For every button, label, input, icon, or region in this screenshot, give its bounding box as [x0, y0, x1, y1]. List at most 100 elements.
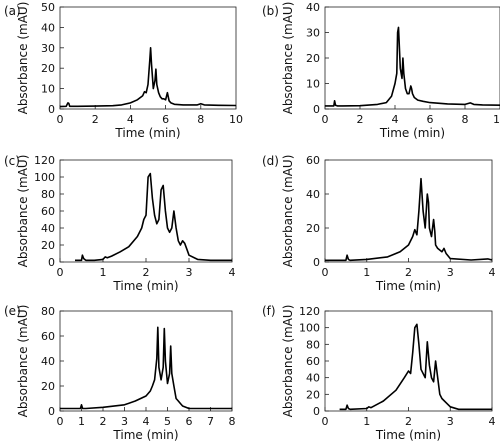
chromatogram-trace	[325, 26, 500, 107]
y-tick-label: 30	[306, 27, 320, 40]
y-tick-label: 60	[41, 330, 55, 343]
y-axis-label: Absorbance (mAU)	[281, 2, 295, 115]
x-tick-label: 3	[121, 415, 128, 428]
chromatogram-trace	[59, 46, 237, 108]
x-tick-label: 4	[143, 415, 150, 428]
y-tick-label: 20	[41, 62, 55, 75]
plot-frame	[324, 310, 493, 412]
y-tick-label: 60	[306, 355, 320, 368]
x-tick-label: 0	[322, 113, 329, 126]
x-tick-label: 2	[100, 415, 107, 428]
y-tick-label: 40	[41, 222, 55, 235]
y-tick-label: 50	[41, 1, 55, 14]
x-tick-label: 2	[143, 266, 150, 279]
x-tick-label: 3	[447, 266, 454, 279]
x-tick-label: 3	[447, 415, 454, 428]
chromatogram-trace	[75, 172, 232, 262]
y-tick-label: 80	[41, 305, 55, 318]
x-tick-label: 2	[405, 415, 412, 428]
x-axis-label: Time (min)	[114, 126, 180, 140]
x-tick-label: 0	[322, 266, 329, 279]
x-tick-label: 0	[57, 113, 64, 126]
y-axis-label: Absorbance (mAU)	[281, 305, 295, 418]
x-axis-label: Time (min)	[375, 279, 441, 293]
x-axis-label: Time (min)	[112, 279, 178, 293]
x-tick-label: 0	[322, 415, 329, 428]
y-tick-label: 80	[306, 338, 320, 351]
y-tick-label: 40	[306, 1, 320, 14]
x-axis-label: Time (min)	[375, 428, 441, 442]
x-axis-label: Time (min)	[379, 126, 445, 140]
chromatogram-trace	[60, 326, 232, 410]
y-tick-label: 40	[306, 372, 320, 385]
chart-panel: (a) 0 2 4 6 8 10 0 10 20 30 40 50 Time (min) Absorbanc…	[4, 1, 243, 140]
x-tick-label: 6	[162, 113, 169, 126]
y-axis-label: Absorbance (mAU)	[16, 305, 30, 418]
x-tick-label: 5	[164, 415, 171, 428]
x-tick-label: 10	[493, 113, 500, 126]
x-tick-label: 4	[392, 113, 399, 126]
y-tick-label: 120	[299, 305, 320, 318]
y-tick-label: 20	[41, 380, 55, 393]
x-tick-label: 4	[489, 415, 496, 428]
y-tick-label: 20	[41, 239, 55, 252]
y-tick-label: 100	[34, 171, 55, 184]
panel-label: (c)	[4, 154, 20, 168]
y-tick-label: 0	[48, 103, 55, 116]
chromatogram-trace	[339, 323, 492, 411]
y-tick-label: 20	[306, 388, 320, 401]
y-tick-label: 60	[306, 154, 320, 167]
panel-label: (b)	[262, 4, 279, 18]
y-tick-label: 120	[34, 154, 55, 167]
x-tick-label: 2	[92, 113, 99, 126]
y-tick-label: 0	[313, 256, 320, 269]
y-tick-label: 40	[41, 355, 55, 368]
panel-label: (d)	[262, 154, 279, 168]
x-tick-label: 7	[207, 415, 214, 428]
chart-panel: (b) 0 2 4 6 8 10 0 10 20 30 40 Time (min) Absorbance …	[262, 1, 500, 140]
y-tick-label: 100	[299, 322, 320, 335]
chromatogram-trace	[325, 177, 493, 262]
panel-label: (e)	[4, 304, 21, 318]
x-tick-label: 1	[100, 266, 107, 279]
y-tick-label: 10	[306, 78, 320, 91]
x-tick-label: 0	[57, 266, 64, 279]
plot-frame	[59, 6, 237, 110]
panel-label: (a)	[4, 4, 21, 18]
y-tick-label: 30	[41, 42, 55, 55]
x-tick-label: 8	[197, 113, 204, 126]
plot-frame	[324, 159, 493, 263]
y-axis-label: Absorbance (mAU)	[16, 2, 30, 115]
x-tick-label: 1	[363, 415, 370, 428]
panel-label: (f)	[262, 304, 276, 318]
y-tick-label: 0	[48, 256, 55, 269]
x-tick-label: 0	[57, 415, 64, 428]
x-tick-label: 2	[357, 113, 364, 126]
x-tick-label: 8	[229, 415, 236, 428]
y-tick-label: 0	[313, 405, 320, 418]
y-tick-label: 20	[306, 222, 320, 235]
x-tick-label: 10	[229, 113, 243, 126]
x-axis-label: Time (min)	[112, 428, 178, 442]
y-tick-label: 40	[41, 21, 55, 34]
y-tick-label: 40	[306, 188, 320, 201]
x-tick-label: 3	[186, 266, 193, 279]
y-tick-label: 0	[313, 103, 320, 116]
y-tick-label: 10	[41, 83, 55, 96]
x-tick-label: 2	[405, 266, 412, 279]
x-tick-label: 1	[78, 415, 85, 428]
x-tick-label: 6	[186, 415, 193, 428]
x-tick-label: 4	[489, 266, 496, 279]
y-axis-label: Absorbance (mAU)	[16, 155, 30, 268]
x-tick-label: 6	[427, 113, 434, 126]
y-tick-label: 0	[48, 405, 55, 418]
x-tick-label: 1	[363, 266, 370, 279]
y-axis-label: Absorbance (mAU)	[281, 155, 295, 268]
y-tick-label: 20	[306, 52, 320, 65]
x-tick-label: 4	[229, 266, 236, 279]
